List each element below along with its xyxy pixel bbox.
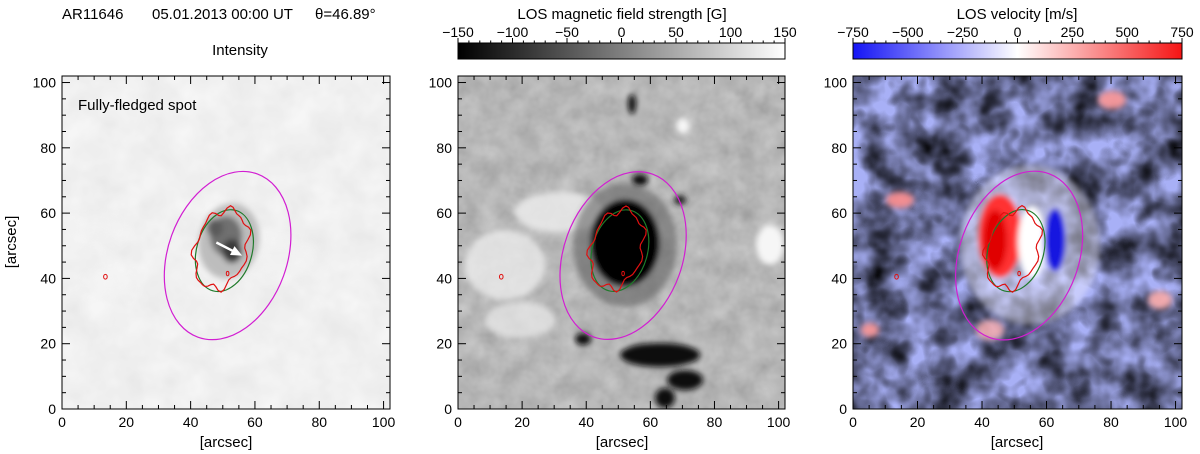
ytick-label: 100 xyxy=(824,75,848,91)
ytick-label: 0 xyxy=(444,401,452,417)
xtick-label: 20 xyxy=(119,414,135,430)
colorbar-tick-label: 0 xyxy=(1014,24,1022,40)
ytick-label: 80 xyxy=(436,140,452,156)
ytick-label: 20 xyxy=(831,336,847,352)
velocity-colorbar: −750 −500 −250 0 250 500 750 xyxy=(837,24,1194,60)
ytick-label: 40 xyxy=(831,270,847,286)
xtick-label: 100 xyxy=(1164,414,1188,430)
red-contour xyxy=(586,205,647,293)
colorbar-tick-label: 50 xyxy=(668,24,684,40)
panel1-frame xyxy=(61,75,391,410)
xtick-label: 80 xyxy=(707,414,723,430)
intensity-map xyxy=(62,76,390,409)
panel1-ylabel: [arcsec] xyxy=(3,216,20,269)
ytick-label: 0 xyxy=(839,401,847,417)
ytick-label: 20 xyxy=(436,336,452,352)
colorbar-tick-label: 0 xyxy=(618,24,626,40)
colorbar-tick-label: −250 xyxy=(947,24,979,40)
header-region: AR11646 xyxy=(62,6,123,23)
panel3-title: LOS velocity [m/s] xyxy=(957,6,1078,23)
ytick-label: 0 xyxy=(48,401,56,417)
ytick-label: 20 xyxy=(40,336,56,352)
panel2-title: LOS magnetic field strength [G] xyxy=(517,6,726,23)
annotation-text: Fully-fledged spot xyxy=(78,97,197,114)
magnetic-colorbar: −150 −100 −50 0 50 100 150 xyxy=(442,24,797,60)
colorbar-tick-label: −150 xyxy=(442,24,474,40)
xtick-label: 0 xyxy=(58,414,66,430)
xtick-label: 100 xyxy=(767,414,791,430)
outer-ellipse-contour xyxy=(955,170,1084,341)
small-red-contour-center xyxy=(621,270,625,277)
header-angle: θ=46.89° xyxy=(315,6,376,23)
small-red-contour-center xyxy=(1017,270,1021,277)
colorbar-tick-label: −100 xyxy=(497,24,529,40)
ytick-label: 100 xyxy=(33,75,57,91)
small-red-contour xyxy=(894,273,899,280)
red-contour xyxy=(190,204,252,293)
xtick-label: 40 xyxy=(183,414,199,430)
colorbar-tick-label: 500 xyxy=(1115,24,1139,40)
xtick-label: 40 xyxy=(578,414,594,430)
panel2-xlabel: [arcsec] xyxy=(596,434,649,451)
ytick-label: 60 xyxy=(40,205,56,221)
xtick-label: 20 xyxy=(514,414,530,430)
ytick-label: 80 xyxy=(831,140,847,156)
xtick-label: 100 xyxy=(372,414,396,430)
small-red-contour xyxy=(103,273,108,280)
xtick-label: 40 xyxy=(974,414,990,430)
xtick-label: 80 xyxy=(1103,414,1119,430)
colorbar-tick-label: −500 xyxy=(892,24,924,40)
small-red-contour-center xyxy=(225,270,230,277)
velocity-map xyxy=(853,76,1182,409)
panel3-frame xyxy=(852,75,1183,410)
panel1-title: Intensity xyxy=(212,42,268,59)
velocity-colorbar-gradient xyxy=(852,42,1183,60)
ytick-label: 40 xyxy=(40,270,56,286)
small-red-contour xyxy=(498,273,504,280)
red-contour xyxy=(981,204,1044,293)
magnetic-colorbar-gradient xyxy=(457,42,786,60)
xtick-label: 20 xyxy=(910,414,926,430)
xtick-label: 60 xyxy=(1039,414,1055,430)
ytick-label: 80 xyxy=(40,140,56,156)
xtick-label: 60 xyxy=(247,414,263,430)
xtick-label: 60 xyxy=(643,414,659,430)
panel3-xlabel: [arcsec] xyxy=(991,434,1044,451)
panel1-xlabel: [arcsec] xyxy=(200,434,253,451)
header-date: 05.01.2013 00:00 UT xyxy=(152,6,293,23)
xtick-label: 0 xyxy=(454,414,462,430)
colorbar-tick-label: −750 xyxy=(837,24,869,40)
ytick-label: 60 xyxy=(831,205,847,221)
colorbar-tick-label: −50 xyxy=(555,24,579,40)
ytick-label: 100 xyxy=(429,75,453,91)
colorbar-tick-label: 100 xyxy=(719,24,743,40)
colorbar-tick-label: 750 xyxy=(1170,24,1194,40)
flow-arrow-head xyxy=(230,246,243,256)
outer-ellipse-contour xyxy=(163,170,292,341)
colorbar-tick-label: 250 xyxy=(1061,24,1085,40)
colorbar-tick-label: 150 xyxy=(773,24,797,40)
magnetic-map xyxy=(458,76,785,409)
ytick-label: 60 xyxy=(436,205,452,221)
xtick-label: 80 xyxy=(311,414,327,430)
xtick-label: 0 xyxy=(849,414,857,430)
panel2-frame xyxy=(457,75,786,410)
ytick-label: 40 xyxy=(436,270,452,286)
outer-ellipse-contour xyxy=(559,171,687,340)
